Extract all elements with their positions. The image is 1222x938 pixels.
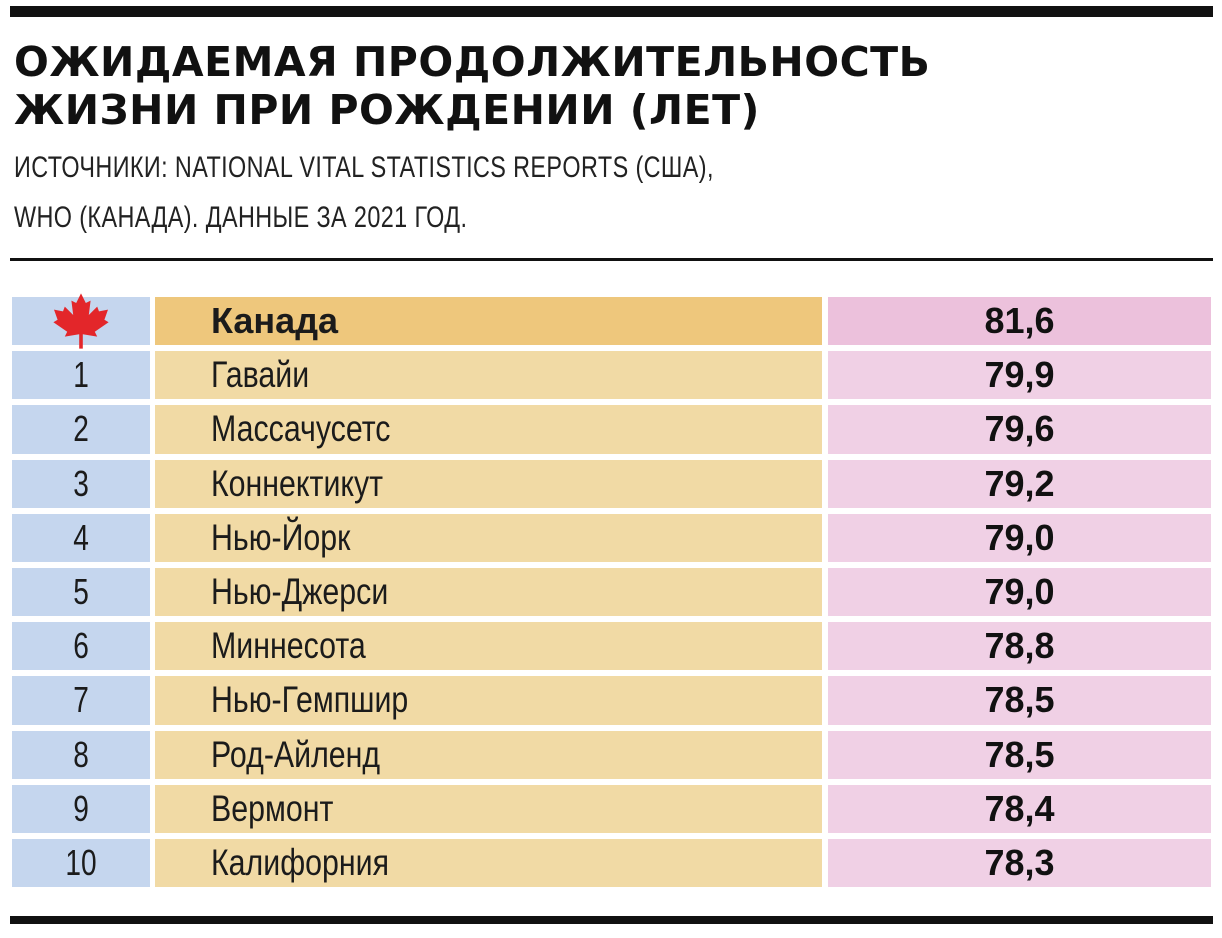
rank-number: 4: [73, 516, 89, 558]
state-name-cell: Гавайи: [155, 351, 822, 400]
value-cell: 78,3: [828, 839, 1211, 888]
top-rule: [10, 6, 1213, 17]
life-expectancy-value: 79,9: [984, 354, 1055, 396]
value-cell: 79,2: [828, 459, 1211, 508]
rank-number: 1: [73, 354, 89, 396]
rank-number: 10: [65, 842, 97, 884]
rank-number: 2: [73, 408, 89, 450]
source-note: ИСТОЧНИКИ: NATIONAL VITAL STATISTICS REP…: [14, 143, 1184, 243]
value-cell: 78,8: [828, 622, 1211, 671]
state-name-cell: Нью-Гемпшир: [155, 676, 822, 725]
state-name: Нью-Гемпшир: [211, 679, 409, 721]
source-line-1: ИСТОЧНИКИ: NATIONAL VITAL STATISTICS REP…: [14, 151, 714, 184]
state-name-cell: Род-Айленд: [155, 730, 822, 779]
life-expectancy-value: 79,0: [984, 516, 1055, 558]
highlight-name: Канада: [211, 300, 339, 342]
rank-cell: 9: [12, 784, 150, 833]
life-expectancy-value: 78,3: [984, 842, 1055, 884]
highlight-value-cell: 81,6: [828, 297, 1211, 346]
value-cell: 78,5: [828, 730, 1211, 779]
value-cell: 79,6: [828, 405, 1211, 454]
state-name: Гавайи: [211, 354, 310, 396]
life-expectancy-value: 78,4: [984, 787, 1055, 829]
rank-cell: 6: [12, 622, 150, 671]
state-name-cell: Вермонт: [155, 784, 822, 833]
state-name: Коннектикут: [211, 462, 384, 504]
value-cell: 79,9: [828, 351, 1211, 400]
value-cell: 79,0: [828, 568, 1211, 617]
state-name-cell: Массачусетс: [155, 405, 822, 454]
rank-number: 7: [73, 679, 89, 721]
life-expectancy-value: 78,5: [984, 679, 1055, 721]
rank-number: 6: [73, 625, 89, 667]
life-expectancy-value: 79,6: [984, 408, 1055, 450]
state-name: Миннесота: [211, 625, 366, 667]
rank-cell: 3: [12, 459, 150, 508]
header-divider: [10, 258, 1213, 261]
state-name-cell: Нью-Джерси: [155, 568, 822, 617]
flag-cell: [12, 293, 150, 349]
rank-cell: 7: [12, 676, 150, 725]
maple-leaf-icon: [53, 293, 109, 349]
life-expectancy-value: 78,8: [984, 625, 1055, 667]
rank-cell: 2: [12, 405, 150, 454]
highlight-name-cell: Канада: [155, 297, 822, 346]
source-line-2: WHO (КАНАДА). ДАННЫЕ ЗА 2021 ГОД.: [14, 201, 468, 234]
bottom-rule: [10, 916, 1213, 924]
rank-cell: 1: [12, 351, 150, 400]
state-name: Нью-Йорк: [211, 516, 351, 558]
state-name-cell: Коннектикут: [155, 459, 822, 508]
life-expectancy-value: 79,2: [984, 462, 1055, 504]
value-cell: 79,0: [828, 513, 1211, 562]
state-name: Калифорния: [211, 842, 390, 884]
state-name: Массачусетс: [211, 408, 391, 450]
rank-cell: 10: [12, 839, 150, 888]
rank-number: 8: [73, 733, 89, 775]
value-cell: 78,4: [828, 784, 1211, 833]
value-cell: 78,5: [828, 676, 1211, 725]
rank-number: 5: [73, 571, 89, 613]
state-name: Род-Айленд: [211, 733, 381, 775]
title-line-2: ЖИЗНИ ПРИ РОЖДЕНИИ (ЛЕТ): [14, 86, 760, 134]
state-name-cell: Миннесота: [155, 622, 822, 671]
title-line-1: ОЖИДАЕМАЯ ПРОДОЛЖИТЕЛЬНОСТЬ: [14, 38, 931, 86]
state-name-cell: Нью-Йорк: [155, 513, 822, 562]
chart-title: ОЖИДАЕМАЯ ПРОДОЛЖИТЕЛЬНОСТЬ ЖИЗНИ ПРИ РО…: [14, 38, 1209, 134]
life-expectancy-value: 78,5: [984, 733, 1055, 775]
rank-number: 3: [73, 462, 89, 504]
state-name: Нью-Джерси: [211, 571, 389, 613]
life-expectancy-value: 79,0: [984, 571, 1055, 613]
rank-cell: 5: [12, 568, 150, 617]
rank-cell: 8: [12, 730, 150, 779]
state-name: Вермонт: [211, 787, 334, 829]
rank-cell: 4: [12, 513, 150, 562]
highlight-value: 81,6: [984, 300, 1055, 342]
state-name-cell: Калифорния: [155, 839, 822, 888]
rank-number: 9: [73, 787, 89, 829]
